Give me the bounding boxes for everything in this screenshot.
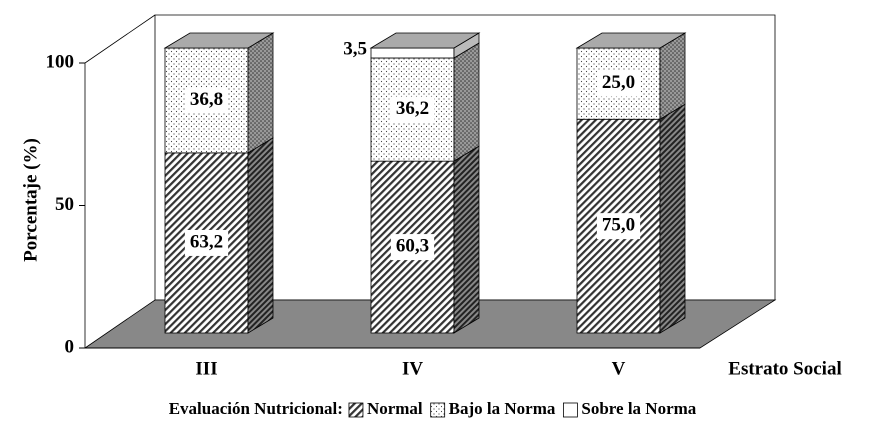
legend-label: Sobre la Norma — [581, 399, 696, 418]
legend-swatch — [562, 402, 578, 418]
bar-segment — [370, 47, 455, 59]
bar-side — [247, 137, 274, 334]
data-label: 36,8 — [190, 89, 223, 110]
bar-side — [453, 42, 480, 162]
y-tick-label: 0 — [65, 336, 75, 357]
bar-side — [247, 32, 274, 154]
bar-top — [575, 32, 687, 49]
x-tick-label: IV — [402, 358, 423, 379]
data-label: 63,2 — [190, 231, 223, 252]
legend-title: Evaluación Nutricional: — [169, 399, 343, 418]
legend-label: Normal — [367, 399, 423, 418]
bar-side — [453, 145, 480, 334]
data-label-bg — [390, 96, 435, 123]
y-axis-label: Porcentaje (%) — [20, 138, 41, 262]
bar-top — [369, 32, 481, 49]
x-axis-label: Estrato Social — [728, 358, 841, 379]
data-label: 3,5 — [343, 38, 367, 59]
data-label: 25,0 — [602, 72, 635, 93]
bar-top — [163, 32, 275, 49]
side-wall — [84, 14, 156, 348]
legend-label: Bajo la Norma — [449, 399, 556, 418]
y-tick-label: 50 — [55, 194, 74, 215]
bar-side — [659, 103, 686, 334]
legend-swatch — [348, 402, 364, 418]
y-tick-label: 100 — [46, 51, 75, 72]
x-tick-label: V — [612, 358, 626, 379]
data-label-bg — [596, 70, 641, 97]
data-label-bg — [184, 229, 229, 256]
data-label-bg — [390, 234, 435, 261]
data-label: 60,3 — [396, 235, 429, 256]
data-label-bg — [596, 213, 641, 240]
data-label-bg — [184, 87, 229, 114]
legend-swatch — [430, 402, 446, 418]
data-label: 36,2 — [396, 98, 429, 119]
data-label: 75,0 — [602, 214, 635, 235]
x-tick-label: III — [195, 358, 217, 379]
